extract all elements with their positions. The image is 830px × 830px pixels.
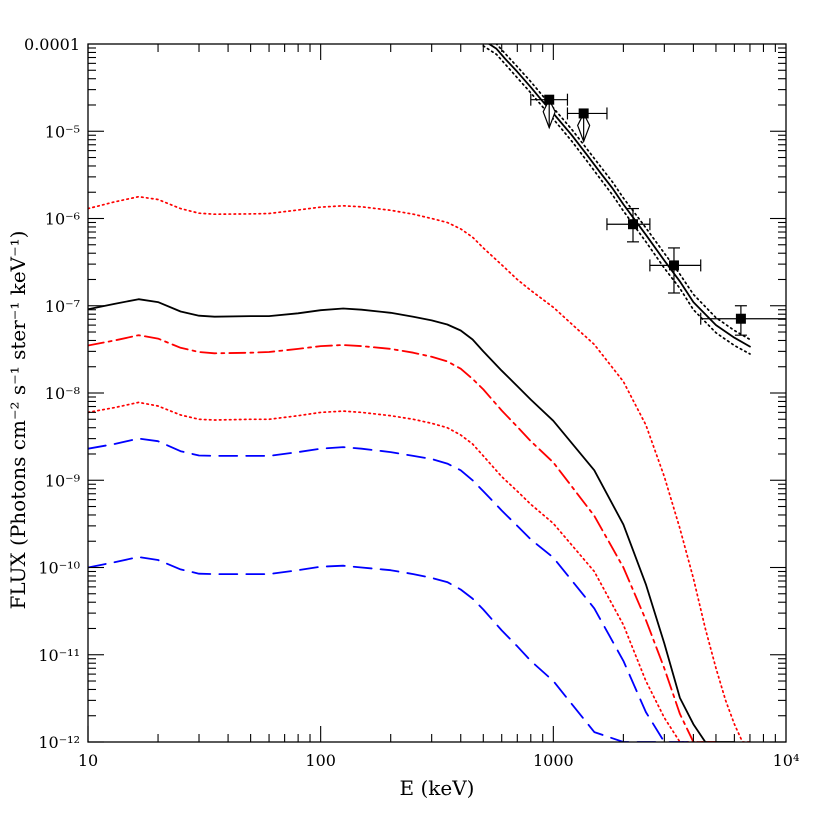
series-line-5 bbox=[88, 437, 695, 742]
data-point-3 bbox=[606, 207, 651, 243]
x-tick-label: 10 bbox=[78, 751, 98, 770]
data-point-marker bbox=[735, 313, 746, 324]
series-line-8 bbox=[494, 44, 751, 341]
y-tick-label: 0.0001 bbox=[24, 35, 80, 54]
y-tick-label: 10⁻⁷ bbox=[45, 297, 80, 316]
data-point-marker bbox=[578, 108, 589, 119]
data-point-4 bbox=[649, 247, 702, 294]
y-tick-label: 10⁻⁶ bbox=[45, 210, 80, 229]
y-tick-label: 10⁻⁹ bbox=[45, 471, 81, 490]
y-axis-label: FLUX (Photons cm⁻² s⁻¹ ster⁻¹ keV⁻¹) bbox=[6, 231, 30, 610]
x-axis-label: E (keV) bbox=[400, 776, 475, 800]
series-line-6 bbox=[88, 556, 666, 742]
y-tick-label: 10⁻¹² bbox=[38, 733, 80, 752]
data-point-2 bbox=[566, 107, 608, 144]
plot-frame bbox=[87, 43, 787, 743]
series-line-9 bbox=[482, 45, 751, 355]
x-tick-label: 10⁴ bbox=[773, 751, 800, 770]
data-point-5 bbox=[700, 305, 786, 336]
series-line-4 bbox=[88, 401, 707, 742]
x-tick-label: 100 bbox=[305, 751, 336, 770]
y-tick-label: 10⁻¹¹ bbox=[38, 646, 80, 665]
series-line-1 bbox=[88, 298, 736, 742]
series-line-3 bbox=[88, 334, 717, 742]
series-line-7 bbox=[487, 44, 751, 348]
series-layer bbox=[88, 44, 751, 742]
tick-labels-layer: 10 100 1000 10⁴ 0.0001 10⁻⁵ 10⁻⁶ 10⁻⁷ 10⁻⁸ 10⁻⁹ 10… bbox=[24, 35, 799, 770]
series-line-2 bbox=[88, 195, 751, 742]
data-point-marker bbox=[544, 94, 555, 105]
ticks-layer bbox=[87, 44, 786, 743]
data-point-1 bbox=[530, 93, 569, 130]
y-tick-label: 10⁻⁵ bbox=[45, 122, 80, 141]
x-tick-label: 1000 bbox=[533, 751, 574, 770]
y-tick-label: 10⁻¹⁰ bbox=[38, 559, 80, 578]
y-tick-label: 10⁻⁸ bbox=[45, 384, 80, 403]
data-point-marker bbox=[668, 260, 679, 271]
data-points-layer bbox=[530, 93, 786, 336]
data-point-marker bbox=[628, 219, 639, 230]
